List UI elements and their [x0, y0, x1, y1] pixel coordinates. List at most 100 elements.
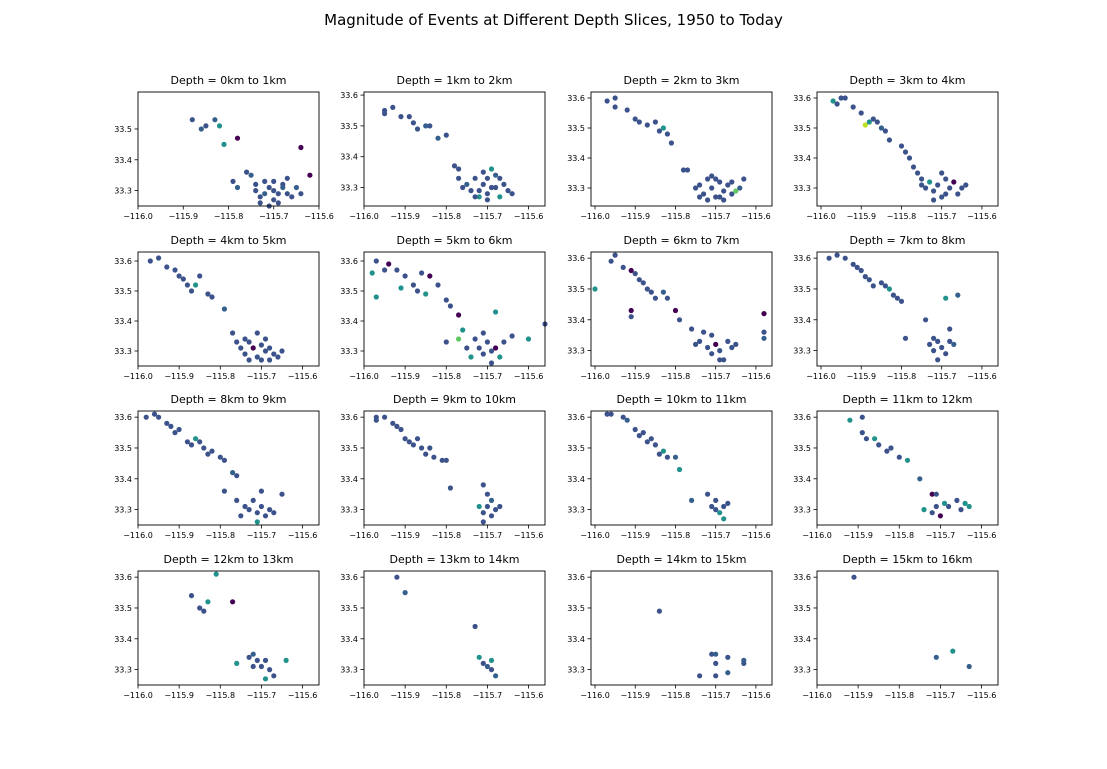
data-point: [246, 654, 252, 660]
data-point: [464, 345, 470, 351]
subplot-title: Depth = 12km to 13km: [164, 553, 294, 566]
data-point: [717, 194, 723, 200]
x-tick-label: −115.6: [288, 372, 318, 381]
data-point: [713, 507, 719, 513]
data-point: [636, 433, 642, 439]
data-point: [176, 426, 182, 433]
data-point: [946, 503, 952, 510]
x-tick-label: −116.0: [123, 212, 153, 221]
y-tick-label: 33.5: [793, 604, 811, 613]
data-point: [156, 255, 162, 261]
x-tick-label: −115.7: [927, 212, 957, 221]
data-point: [472, 336, 478, 342]
subplot-12: Depth = 11km to 12km −116.0 −115.9 −115.8 −1…: [793, 393, 999, 540]
data-point: [709, 651, 715, 657]
data-point: [648, 289, 654, 295]
data-point: [493, 673, 499, 679]
data-point: [307, 172, 313, 178]
subplot-3: Depth = 2km to 3km −116.0 −115.9 −115.8 −115…: [567, 74, 773, 221]
data-point: [941, 500, 948, 506]
data-point: [923, 317, 929, 323]
data-point: [943, 351, 949, 357]
data-point: [382, 267, 388, 273]
x-tick-label: −115.8: [431, 691, 461, 700]
data-point: [931, 197, 937, 203]
data-point: [267, 507, 273, 513]
data-point: [410, 442, 416, 448]
y-tick-label: 33.5: [340, 444, 358, 453]
subplot-title: Depth = 4km to 5km: [171, 234, 287, 247]
data-point: [664, 295, 671, 301]
data-point: [205, 291, 211, 297]
data-point: [919, 182, 925, 188]
data-point: [254, 330, 260, 336]
y-tick-label: 33.6: [793, 254, 811, 263]
data-point: [939, 344, 945, 351]
axes-frame: [590, 410, 773, 526]
data-point: [733, 341, 739, 347]
data-point: [933, 491, 939, 497]
data-point: [168, 423, 174, 429]
data-point: [592, 286, 598, 292]
data-point: [693, 185, 699, 191]
scatter-points: [847, 414, 972, 519]
data-point: [394, 574, 400, 580]
data-point: [624, 107, 630, 113]
data-point: [250, 345, 256, 351]
data-point: [713, 673, 719, 679]
subplot-13: Depth = 12km to 13km −116.0 −115.9 −115.8 −1…: [114, 553, 320, 700]
scatter-points: [394, 574, 499, 679]
data-point: [419, 445, 425, 451]
x-tick-label: −115.9: [390, 212, 420, 221]
scatter-points: [604, 411, 731, 522]
subplot-title: Depth = 15km to 16km: [843, 553, 973, 566]
data-point: [464, 181, 470, 187]
data-point: [246, 339, 252, 345]
data-point: [725, 338, 731, 344]
data-point: [888, 445, 894, 451]
axes-frame: [363, 251, 546, 367]
data-point: [902, 149, 909, 155]
data-point: [705, 344, 711, 351]
x-tick-label: −115.6: [304, 212, 334, 221]
x-tick-label: −115.9: [164, 372, 194, 381]
data-point: [216, 123, 223, 129]
subplot-title: Depth = 13km to 14km: [390, 553, 520, 566]
axes-frame: [363, 570, 546, 686]
data-point: [143, 414, 149, 420]
data-point: [480, 351, 486, 357]
x-tick-label: −115.6: [288, 531, 318, 540]
data-point: [373, 294, 379, 300]
subplot-6: Depth = 5km to 6km −116.0 −115.9 −115.8 −115…: [340, 234, 548, 381]
data-point: [476, 188, 482, 194]
data-point: [234, 497, 240, 503]
data-point: [230, 178, 236, 184]
data-point: [373, 258, 379, 264]
data-point: [257, 200, 263, 206]
data-point: [275, 354, 281, 360]
data-point: [476, 654, 482, 660]
x-tick-label: −116.0: [802, 531, 832, 540]
y-tick-label: 33.4: [793, 316, 811, 325]
scatter-points: [604, 95, 747, 203]
x-tick-label: −115.9: [843, 691, 873, 700]
scatter-points: [143, 411, 285, 525]
data-point: [697, 194, 703, 200]
data-point: [878, 125, 885, 131]
x-tick-label: −115.9: [843, 531, 873, 540]
data-point: [697, 673, 703, 679]
data-point: [402, 590, 408, 596]
data-point: [668, 140, 675, 146]
data-point: [656, 128, 663, 134]
data-point: [414, 436, 421, 442]
y-tick-label: 33.3: [340, 184, 358, 193]
x-tick-label: −115.9: [620, 531, 650, 540]
data-point: [866, 277, 872, 283]
data-point: [373, 417, 379, 423]
data-point: [262, 191, 268, 197]
data-point: [951, 341, 957, 347]
data-point: [460, 184, 466, 191]
y-tick-label: 33.6: [567, 573, 585, 582]
y-tick-label: 33.3: [793, 347, 811, 356]
data-point: [604, 411, 610, 417]
